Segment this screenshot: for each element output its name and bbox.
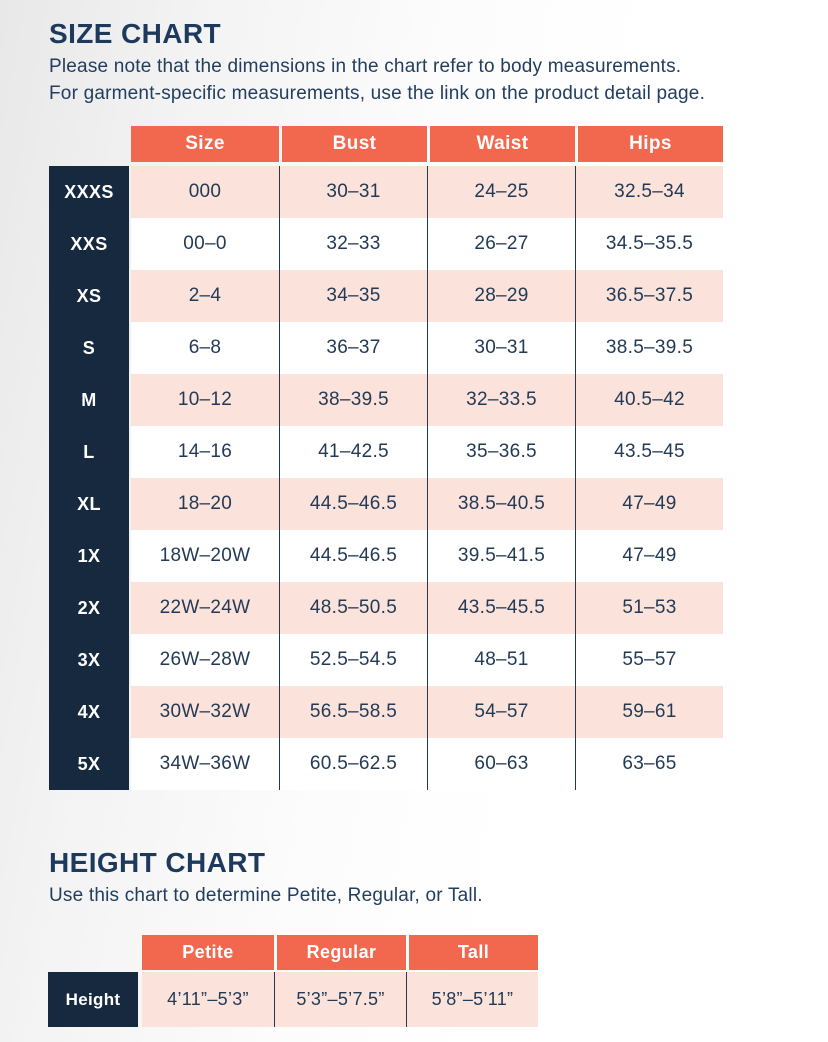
size-table-header: Size Bust Waist Hips [131,126,828,162]
column-header-petite: Petite [142,935,274,970]
size-chart-subtitle: Please note that the dimensions in the c… [49,53,828,107]
column-header-hips: Hips [575,126,723,162]
size-cell: 30–31 [427,322,575,374]
size-cell: 26–27 [427,218,575,270]
table-row: S 6–8 36–37 30–31 38.5–39.5 [49,322,828,374]
size-cell: 26W–28W [131,634,279,686]
row-label-4x: 4X [49,686,129,738]
size-cell: 000 [131,166,279,218]
table-row: L 14–16 41–42.5 35–36.5 43.5–45 [49,426,828,478]
size-cell: 48–51 [427,634,575,686]
row-label-2x: 2X [49,582,129,634]
size-cell: 32–33 [279,218,427,270]
table-row: 1X 18W–20W 44.5–46.5 39.5–41.5 47–49 [49,530,828,582]
size-cell: 51–53 [575,582,723,634]
row-label-xxs: XXS [49,218,129,270]
size-cell: 47–49 [575,530,723,582]
size-cell: 60–63 [427,738,575,790]
column-header-size: Size [131,126,279,162]
size-cell: 38.5–40.5 [427,478,575,530]
table-row: XL 18–20 44.5–46.5 38.5–40.5 47–49 [49,478,828,530]
column-header-tall: Tall [406,935,538,970]
row-label-1x: 1X [49,530,129,582]
size-cell: 59–61 [575,686,723,738]
size-table-body: XXXS 000 30–31 24–25 32.5–34 XXS 00–0 32–33 26–2… [49,166,828,790]
table-row: M 10–12 38–39.5 32–33.5 40.5–42 [49,374,828,426]
row-label-l: L [49,426,129,478]
size-cell: 18–20 [131,478,279,530]
column-header-waist: Waist [427,126,575,162]
column-header-regular: Regular [274,935,406,970]
height-table-header: Petite Regular Tall [142,935,828,970]
table-row: 4X 30W–32W 56.5–58.5 54–57 59–61 [49,686,828,738]
size-cell: 22W–24W [131,582,279,634]
height-table: Petite Regular Tall Height 4’11”–5’3” 5’3”–… [48,935,828,1027]
size-cell: 56.5–58.5 [279,686,427,738]
row-label-xl: XL [49,478,129,530]
size-cell: 36.5–37.5 [575,270,723,322]
row-label-xs: XS [49,270,129,322]
row-label-5x: 5X [49,738,129,790]
size-cell: 18W–20W [131,530,279,582]
size-cell: 44.5–46.5 [279,530,427,582]
height-cell: 4’11”–5’3” [142,972,274,1027]
row-label-m: M [49,374,129,426]
height-cell: 5’8”–5’11” [406,972,538,1027]
size-cell: 54–57 [427,686,575,738]
size-cell: 30–31 [279,166,427,218]
size-cell: 10–12 [131,374,279,426]
height-chart-subtitle: Use this chart to determine Petite, Regu… [49,885,483,906]
size-cell: 38–39.5 [279,374,427,426]
size-cell: 41–42.5 [279,426,427,478]
size-cell: 34W–36W [131,738,279,790]
size-cell: 24–25 [427,166,575,218]
size-cell: 34–35 [279,270,427,322]
height-table-row: Height 4’11”–5’3” 5’3”–5’7.5” 5’8”–5’11” [48,972,828,1027]
size-cell: 28–29 [427,270,575,322]
size-cell: 44.5–46.5 [279,478,427,530]
size-cell: 2–4 [131,270,279,322]
size-cell: 55–57 [575,634,723,686]
size-chart-title: SIZE CHART [49,18,221,49]
row-label-s: S [49,322,129,374]
size-cell: 47–49 [575,478,723,530]
size-cell: 14–16 [131,426,279,478]
row-label-3x: 3X [49,634,129,686]
table-row: XXS 00–0 32–33 26–27 34.5–35.5 [49,218,828,270]
height-cell: 5’3”–5’7.5” [274,972,406,1027]
size-cell: 38.5–39.5 [575,322,723,374]
size-table: Size Bust Waist Hips XXXS 000 30–31 24–25 32.5–… [49,126,828,790]
size-cell: 39.5–41.5 [427,530,575,582]
size-cell: 30W–32W [131,686,279,738]
table-row: 2X 22W–24W 48.5–50.5 43.5–45.5 51–53 [49,582,828,634]
size-cell: 00–0 [131,218,279,270]
size-cell: 34.5–35.5 [575,218,723,270]
table-row: XS 2–4 34–35 28–29 36.5–37.5 [49,270,828,322]
size-cell: 35–36.5 [427,426,575,478]
height-chart-section: HEIGHT CHART Use this chart to determine… [48,847,828,1027]
size-cell: 48.5–50.5 [279,582,427,634]
size-cell: 60.5–62.5 [279,738,427,790]
size-cell: 32.5–34 [575,166,723,218]
table-row: XXXS 000 30–31 24–25 32.5–34 [49,166,828,218]
size-chart-subtitle-line-2: For garment-specific measurements, use t… [49,83,706,104]
size-cell: 6–8 [131,322,279,374]
size-cell: 52.5–54.5 [279,634,427,686]
row-label-xxxs: XXXS [49,166,129,218]
size-cell: 63–65 [575,738,723,790]
size-cell: 40.5–42 [575,374,723,426]
column-header-bust: Bust [279,126,427,162]
size-chart-subtitle-line-1: Please note that the dimensions in the c… [49,56,682,77]
size-chart-section: SIZE CHART Please note that the dimensio… [49,18,828,790]
height-chart-title: HEIGHT CHART [49,847,266,878]
size-cell: 36–37 [279,322,427,374]
table-row: 5X 34W–36W 60.5–62.5 60–63 63–65 [49,738,828,790]
size-cell: 43.5–45.5 [427,582,575,634]
table-row: 3X 26W–28W 52.5–54.5 48–51 55–57 [49,634,828,686]
size-cell: 43.5–45 [575,426,723,478]
height-row-label: Height [48,972,138,1027]
size-cell: 32–33.5 [427,374,575,426]
